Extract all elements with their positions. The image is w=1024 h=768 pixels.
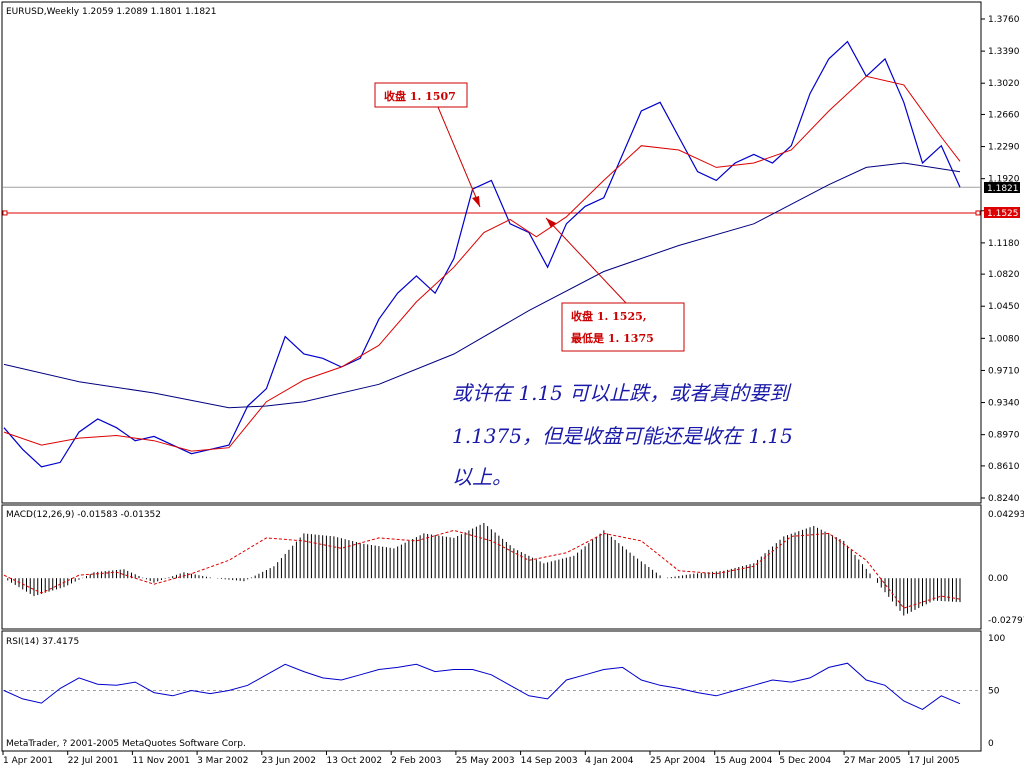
x-tick-label: 3 Mar 2002 <box>197 756 248 766</box>
macd-signal-line <box>3 529 961 609</box>
macd-title: MACD(12,26,9) -0.01583 -0.01352 <box>6 510 161 520</box>
x-tick-label: 14 Sep 2003 <box>521 756 578 766</box>
x-tick-label: 23 Jun 2002 <box>262 756 316 766</box>
price-chart-title: EURUSD,Weekly 1.2059 1.2089 1.1801 1.182… <box>6 7 217 17</box>
moving-average-fast <box>3 75 961 452</box>
macd-y-tick-label: 0.00 <box>988 574 1008 584</box>
x-tick-label: 2 Feb 2003 <box>391 756 441 766</box>
price-y-tick-label: 0.8610 <box>988 462 1020 472</box>
x-tick-label: 11 Nov 2001 <box>132 756 190 766</box>
current-price-box <box>984 182 1020 193</box>
rsi-y-tick-label: 50 <box>988 687 1000 697</box>
callout-close-1525-line2: 最低是 1. 1375 <box>571 331 654 345</box>
callout-1-arrowhead <box>472 196 480 207</box>
x-tick-label: 27 Mar 2005 <box>844 756 901 766</box>
price-panel <box>1 1 982 504</box>
price-y-tick-label: 1.0820 <box>988 270 1020 280</box>
callout-1-arrow <box>437 106 481 208</box>
price-y-tick-label: 1.0080 <box>988 334 1020 344</box>
x-tick-label: 25 Apr 2004 <box>650 756 706 766</box>
callout-close-1525-box <box>561 302 685 352</box>
price-y-tick-label: 0.8970 <box>988 431 1020 441</box>
hline-price-box <box>984 207 1020 218</box>
price-y-tick-label: 1.0450 <box>988 302 1020 312</box>
price-y-tick-label: 1.2290 <box>988 143 1020 153</box>
rsi-title: RSI(14) 37.4175 <box>6 637 79 647</box>
price-line <box>3 40 961 468</box>
hline-handle-left[interactable] <box>2 210 8 216</box>
moving-average-slow <box>3 162 961 409</box>
macd-y-tick-label: -0.02797 <box>988 616 1024 626</box>
x-tick-label: 1 Apr 2001 <box>3 756 53 766</box>
price-y-tick-label: 1.1920 <box>988 175 1020 185</box>
hline-price-label: 1.1525 <box>987 209 1019 219</box>
callout-close-1507-text: 收盘 1. 1507 <box>384 89 456 103</box>
x-tick-label: 4 Jan 2004 <box>585 756 633 766</box>
x-tick-label: 22 Jul 2001 <box>68 756 119 766</box>
price-y-tick-label: 0.9710 <box>988 366 1020 376</box>
callout-close-1507-box <box>374 82 468 108</box>
price-y-tick-label: 1.3760 <box>988 15 1020 25</box>
price-y-tick-label: 1.3020 <box>988 79 1020 89</box>
macd-y-tick-label: 0.04293 <box>988 510 1024 520</box>
x-tick-label: 17 Jul 2005 <box>909 756 960 766</box>
rsi-y-tick-label: 0 <box>988 739 994 749</box>
rsi-y-tick-label: 100 <box>988 634 1005 644</box>
price-y-tick-label: 1.3390 <box>988 47 1020 57</box>
hline-handle-right[interactable] <box>975 210 981 216</box>
price-y-tick-label: 0.8240 <box>988 494 1020 504</box>
note-line-3: 以上。 <box>452 465 512 489</box>
price-y-tick-label: 1.2660 <box>988 110 1020 120</box>
callout-2-arrow <box>545 217 627 304</box>
callout-close-1525-line1: 收盘 1. 1525, <box>571 309 647 323</box>
x-tick-label: 15 Aug 2004 <box>715 756 773 766</box>
x-tick-label: 25 May 2003 <box>456 756 515 766</box>
price-y-tick-label: 1.1180 <box>988 239 1020 249</box>
note-line-1: 或许在 1.15 可以止跌，或者真的要到 <box>452 381 792 405</box>
price-y-tick-label: 0.9340 <box>988 399 1020 409</box>
rsi-line <box>3 662 961 710</box>
copyright-text: MetaTrader, ? 2001-2005 MetaQuotes Softw… <box>6 739 246 749</box>
note-line-2: 1.1375，但是收盘可能还是收在 1.15 <box>452 424 793 448</box>
callout-2-arrowhead <box>546 218 556 228</box>
x-tick-label: 5 Dec 2004 <box>779 756 831 766</box>
current-price-label: 1.1821 <box>987 184 1019 194</box>
x-tick-label: 13 Oct 2002 <box>327 756 383 766</box>
